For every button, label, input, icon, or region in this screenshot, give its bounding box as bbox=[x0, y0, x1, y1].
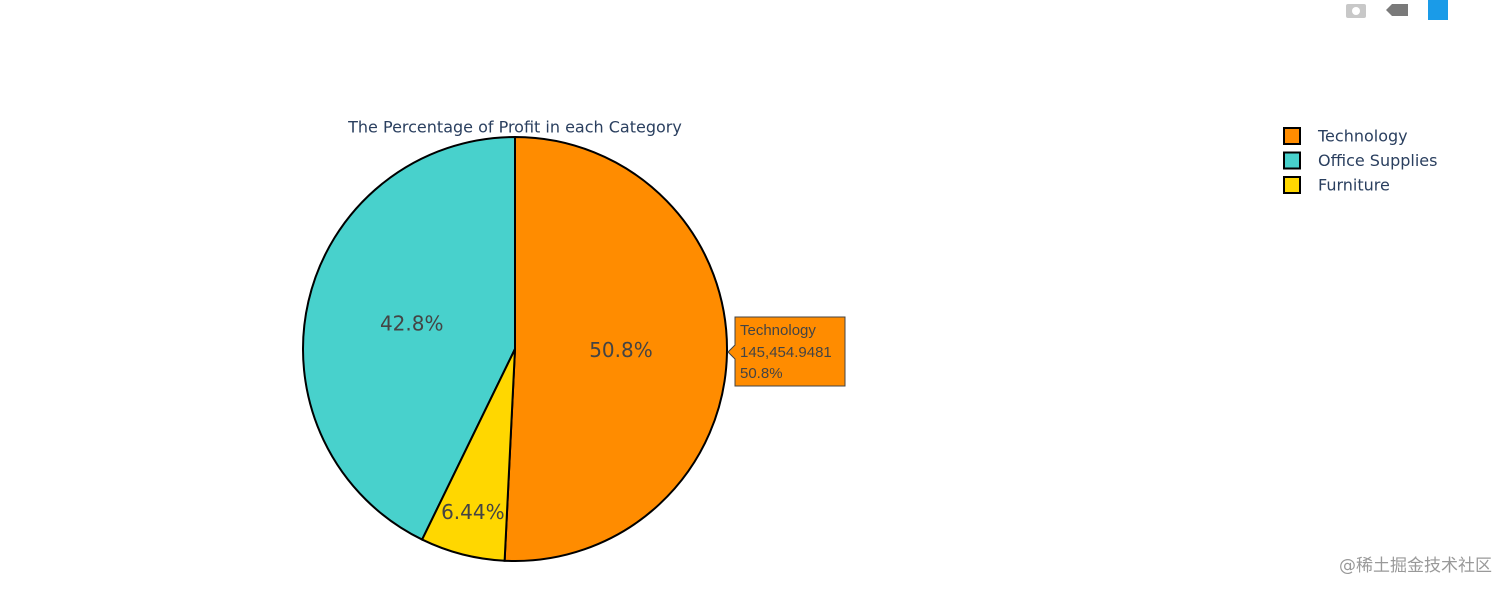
tag-icon[interactable] bbox=[1386, 4, 1408, 16]
legend-swatch bbox=[1283, 151, 1301, 170]
chart-title: The Percentage of Profit in each Categor… bbox=[347, 118, 682, 137]
pie: 50.8% 42.8% 6.44% bbox=[302, 135, 728, 562]
pie-slice bbox=[302, 135, 516, 541]
slice-label: 50.8% bbox=[589, 338, 653, 362]
legend: Technology Office Supplies Furniture bbox=[1283, 127, 1437, 195]
watermark: @稀土掘金技术社区 bbox=[1339, 556, 1492, 576]
tooltip-percent: 50.8% bbox=[740, 365, 783, 382]
plotly-icon[interactable] bbox=[1428, 0, 1448, 20]
toolbar bbox=[1346, 0, 1448, 20]
legend-swatch bbox=[1283, 176, 1301, 194]
legend-swatch bbox=[1283, 127, 1301, 145]
camera-lens bbox=[1352, 7, 1360, 15]
tooltip-category: Technology bbox=[740, 322, 816, 339]
slice-label: 6.44% bbox=[441, 500, 505, 524]
pie-slice bbox=[420, 348, 516, 562]
slice-label: 42.8% bbox=[380, 312, 444, 336]
tooltip-box bbox=[727, 316, 846, 387]
legend-label: Furniture bbox=[1318, 176, 1390, 195]
legend-label: Technology bbox=[1317, 127, 1408, 146]
pie-slice bbox=[503, 135, 728, 562]
hover-tooltip: Technology 145,454.9481 50.8% bbox=[727, 316, 846, 387]
tooltip-profit: 145,454.9481 bbox=[740, 344, 832, 361]
legend-label: Office Supplies bbox=[1318, 151, 1437, 170]
